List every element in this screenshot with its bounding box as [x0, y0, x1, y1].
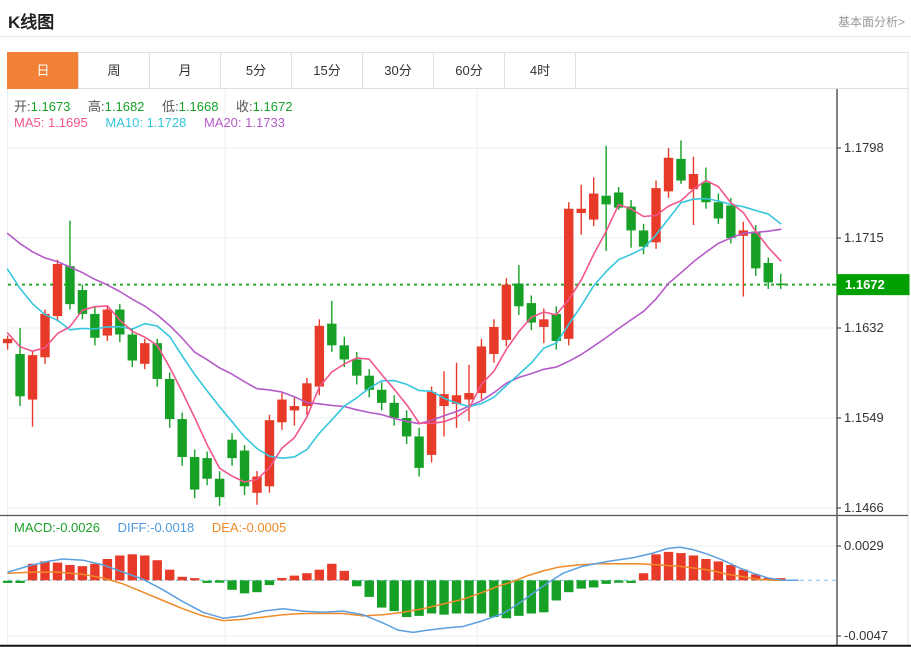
tab-month[interactable]: 月	[149, 52, 221, 89]
svg-text:1.1466: 1.1466	[844, 500, 884, 515]
tab-day[interactable]: 日	[7, 52, 79, 89]
tab-30min[interactable]: 30分	[362, 52, 434, 89]
tab-4hour[interactable]: 4时	[504, 52, 576, 89]
diff-value-label: DIFF:-0.0018	[117, 520, 195, 535]
tab-15min[interactable]: 15分	[291, 52, 363, 89]
svg-text:-0.0047: -0.0047	[844, 628, 888, 643]
header-divider	[0, 36, 911, 37]
macd-legend: MACD:-0.0026 DIFF:-0.0018 DEA:-0.0005	[14, 520, 300, 535]
current-price-tag: 1.1672	[836, 274, 910, 296]
tab-week[interactable]: 周	[78, 52, 150, 89]
high-label: 高:	[88, 99, 105, 114]
fundamental-analysis-link[interactable]: 基本面分析>	[837, 15, 905, 29]
low-value: 1.1668	[178, 99, 219, 114]
ohlc-legend: 开:1.1673 高:1.1682 低:1.1668 收:1.1672	[14, 96, 306, 115]
low-label: 低:	[162, 99, 179, 114]
svg-text:1.1798: 1.1798	[844, 140, 884, 155]
svg-text:1.1672: 1.1672	[845, 277, 885, 292]
interval-tabbar: 日 周 月 5分 15分 30分 60分 4时	[7, 52, 576, 89]
open-label: 开:	[14, 99, 31, 114]
macd-value-label: MACD:-0.0026	[14, 520, 100, 535]
high-value: 1.1682	[104, 99, 145, 114]
tab-5min[interactable]: 5分	[220, 52, 292, 89]
svg-text:1.1715: 1.1715	[844, 230, 884, 245]
tab-60min[interactable]: 60分	[433, 52, 505, 89]
ma10-label: MA10: 1.1728	[105, 115, 187, 130]
ma-legend: MA5: 1.1695 MA10: 1.1728 MA20: 1.1733	[14, 115, 299, 130]
svg-text:1.1549: 1.1549	[844, 410, 884, 425]
dea-value-label: DEA:-0.0005	[211, 520, 287, 535]
ma5-label: MA5: 1.1695	[14, 115, 88, 130]
svg-text:1.1632: 1.1632	[844, 320, 884, 335]
open-value: 1.1673	[30, 99, 71, 114]
page-title: K线图	[8, 13, 55, 32]
svg-text:0.0029: 0.0029	[844, 538, 884, 553]
close-label: 收:	[236, 99, 253, 114]
close-value: 1.1672	[252, 99, 293, 114]
ma20-label: MA20: 1.1733	[203, 115, 285, 130]
